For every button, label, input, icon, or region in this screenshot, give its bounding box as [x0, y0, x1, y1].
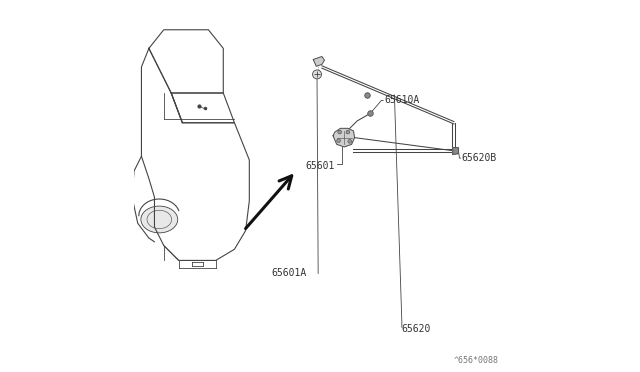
Circle shape	[312, 70, 321, 79]
Polygon shape	[453, 148, 458, 154]
Polygon shape	[314, 57, 324, 66]
Ellipse shape	[141, 206, 178, 233]
Text: 65610A: 65610A	[384, 96, 419, 105]
Text: 65620: 65620	[402, 324, 431, 334]
Text: 65601: 65601	[305, 161, 335, 170]
Circle shape	[338, 130, 342, 134]
Text: ^656*0088: ^656*0088	[454, 356, 499, 365]
Polygon shape	[333, 128, 355, 147]
Circle shape	[348, 140, 351, 143]
Text: 65620B: 65620B	[461, 153, 497, 163]
Circle shape	[337, 139, 340, 142]
Text: 65601A: 65601A	[272, 269, 307, 278]
Circle shape	[346, 130, 349, 134]
